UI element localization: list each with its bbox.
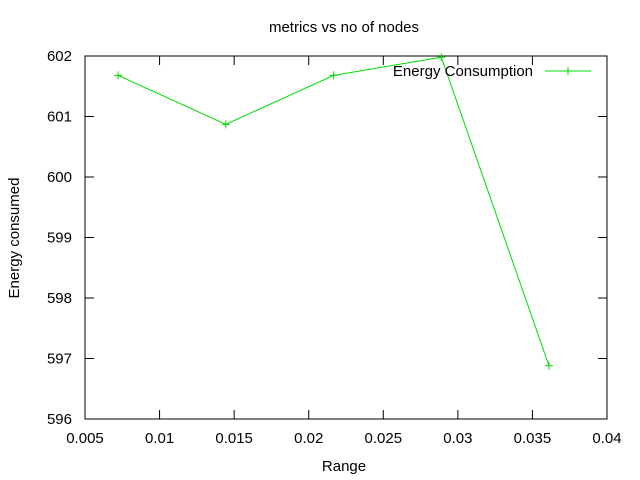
y-tick-label: 601 bbox=[47, 109, 72, 126]
plot-frame bbox=[84, 55, 608, 420]
data-point-marker bbox=[114, 71, 123, 80]
chart-title: metrics vs no of nodes bbox=[269, 19, 419, 36]
y-axis-label: Energy consumed bbox=[6, 178, 23, 299]
data-point-marker bbox=[329, 71, 338, 80]
x-tick-label: 0.005 bbox=[66, 430, 104, 447]
x-axis-label: Range bbox=[322, 458, 366, 475]
x-tick-label: 0.01 bbox=[145, 430, 174, 447]
series-line bbox=[117, 56, 550, 366]
y-tick-label: 596 bbox=[47, 411, 72, 428]
y-tick-label: 598 bbox=[47, 290, 72, 307]
x-tick-label: 0.03 bbox=[443, 430, 472, 447]
data-point-marker bbox=[437, 53, 446, 62]
x-tick-label: 0.015 bbox=[215, 430, 253, 447]
y-tick-label: 599 bbox=[47, 230, 72, 247]
x-tick-label: 0.035 bbox=[514, 430, 552, 447]
x-tick-label: 0.025 bbox=[365, 430, 403, 447]
y-tick-label: 600 bbox=[47, 169, 72, 186]
x-tick-label: 0.04 bbox=[592, 430, 621, 447]
data-point-marker bbox=[221, 120, 230, 129]
data-point-marker bbox=[544, 361, 553, 370]
x-tick-label: 0.02 bbox=[294, 430, 323, 447]
legend-label: Energy Consumption bbox=[393, 63, 533, 80]
y-tick-label: 602 bbox=[47, 48, 72, 65]
y-tick-label: 597 bbox=[47, 351, 72, 368]
